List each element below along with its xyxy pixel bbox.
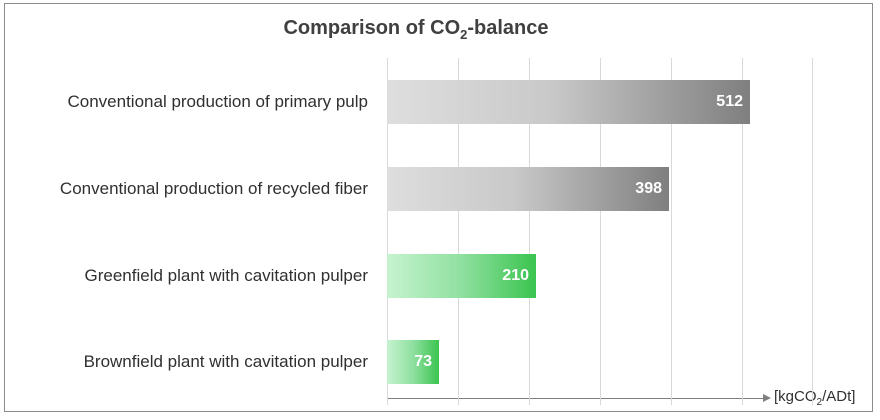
- bar-value-label: 73: [414, 353, 432, 370]
- category-label: Brownfield plant with cavitation pulper: [83, 352, 368, 371]
- bar-value-label: 512: [716, 93, 743, 110]
- chart-title: Comparison of CO2-balance: [283, 17, 549, 42]
- gridline: [529, 58, 530, 405]
- category-label: Greenfield plant with cavitation pulper: [84, 266, 369, 285]
- gridline: [671, 58, 672, 405]
- bar: 398: [387, 167, 669, 211]
- x-axis-unit-label: [kgCO2/ADt]: [774, 388, 856, 408]
- bar-value-label: 398: [635, 180, 662, 197]
- bar-value-label: 210: [502, 267, 529, 284]
- bar: 210: [387, 254, 536, 298]
- x-axis-line: [387, 398, 763, 399]
- x-axis-arrow-icon: [763, 394, 771, 402]
- gridline: [742, 58, 743, 405]
- bar: 73: [387, 340, 439, 384]
- bar: 512: [387, 80, 750, 124]
- gridline: [387, 58, 388, 405]
- category-label: Conventional production of primary pulp: [67, 92, 368, 111]
- gridline: [458, 58, 459, 405]
- gridline: [600, 58, 601, 405]
- category-label: Conventional production of recycled fibe…: [59, 179, 368, 198]
- gridline: [812, 58, 813, 405]
